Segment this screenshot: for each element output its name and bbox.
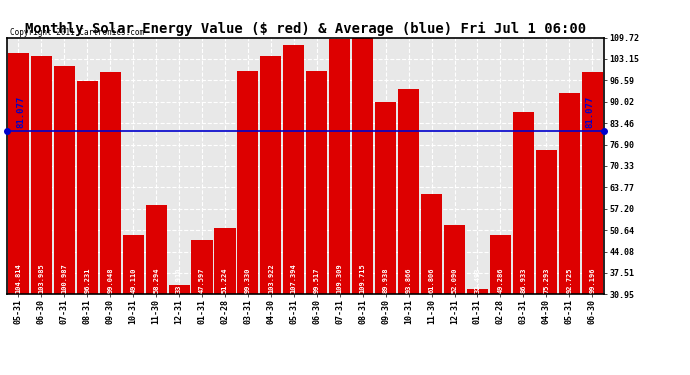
- Bar: [398, 89, 420, 294]
- Text: 86.933: 86.933: [520, 267, 526, 293]
- Text: 51.224: 51.224: [222, 267, 228, 293]
- Bar: [421, 194, 442, 294]
- Text: 92.725: 92.725: [566, 267, 572, 293]
- Bar: [168, 285, 190, 294]
- Text: 58.294: 58.294: [153, 267, 159, 293]
- Bar: [31, 56, 52, 294]
- Bar: [306, 71, 327, 294]
- Text: 103.985: 103.985: [39, 263, 44, 293]
- Text: 109.309: 109.309: [337, 263, 343, 293]
- Text: 99.330: 99.330: [245, 267, 251, 293]
- Text: 99.517: 99.517: [314, 267, 319, 293]
- Text: 99.196: 99.196: [589, 267, 595, 293]
- Bar: [582, 72, 603, 294]
- Text: 81.077: 81.077: [586, 95, 595, 128]
- Text: 81.077: 81.077: [16, 95, 25, 128]
- Bar: [237, 71, 259, 294]
- Text: 52.090: 52.090: [451, 267, 457, 293]
- Bar: [215, 228, 235, 294]
- Bar: [284, 45, 304, 294]
- Bar: [260, 56, 282, 294]
- Bar: [490, 235, 511, 294]
- Text: 75.293: 75.293: [543, 267, 549, 293]
- Text: 47.597: 47.597: [199, 267, 205, 293]
- Bar: [8, 54, 29, 294]
- Text: 93.866: 93.866: [406, 267, 412, 293]
- Text: 89.938: 89.938: [383, 267, 388, 293]
- Bar: [352, 38, 373, 294]
- Bar: [467, 290, 488, 294]
- Text: 103.922: 103.922: [268, 263, 274, 293]
- Bar: [191, 240, 213, 294]
- Text: 107.394: 107.394: [291, 263, 297, 293]
- Text: 104.814: 104.814: [15, 263, 21, 293]
- Bar: [146, 205, 167, 294]
- Bar: [513, 112, 534, 294]
- Bar: [559, 93, 580, 294]
- Text: 109.715: 109.715: [359, 263, 366, 293]
- Text: 49.110: 49.110: [130, 267, 136, 293]
- Text: 100.987: 100.987: [61, 263, 68, 293]
- Text: Copyright 2011 Cartronics.com: Copyright 2011 Cartronics.com: [10, 28, 144, 37]
- Bar: [77, 81, 98, 294]
- Text: 96.231: 96.231: [84, 267, 90, 293]
- Bar: [536, 150, 557, 294]
- Bar: [54, 66, 75, 294]
- Bar: [99, 72, 121, 294]
- Bar: [444, 225, 465, 294]
- Title: Monthly Solar Energy Value ($ red) & Average (blue) Fri Jul 1 06:00: Monthly Solar Energy Value ($ red) & Ave…: [25, 22, 586, 36]
- Bar: [123, 235, 144, 294]
- Text: 61.806: 61.806: [428, 267, 435, 293]
- Bar: [375, 102, 396, 294]
- Text: 32.493: 32.493: [475, 267, 480, 293]
- Text: 33.910: 33.910: [176, 267, 182, 293]
- Text: 99.048: 99.048: [107, 267, 113, 293]
- Text: 49.286: 49.286: [497, 267, 504, 293]
- Bar: [329, 39, 351, 294]
